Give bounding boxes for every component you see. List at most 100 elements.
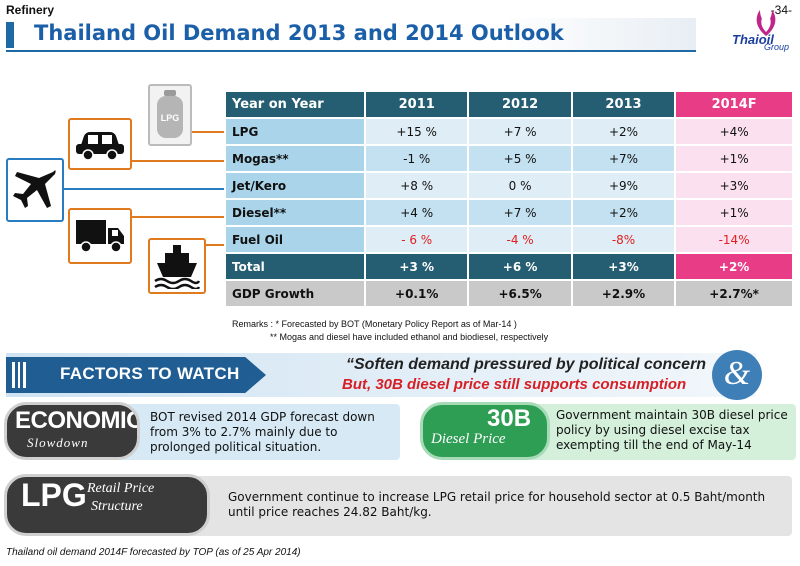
header-2011: 2011 bbox=[364, 92, 468, 117]
diesel-text: Government maintain 30B diesel price pol… bbox=[556, 408, 788, 452]
factors-stripes bbox=[12, 362, 27, 388]
economic-text: BOT revised 2014 GDP forecast down from … bbox=[150, 410, 375, 454]
connector-lpg bbox=[190, 131, 224, 133]
table-cell: +9% bbox=[570, 173, 675, 198]
row-label: LPG bbox=[224, 119, 364, 144]
table-cell: +1% bbox=[674, 200, 792, 225]
lpg-tank-label: LPG bbox=[161, 113, 180, 123]
logo-flame-icon bbox=[756, 10, 776, 36]
lpg-subtitle-2: Structure bbox=[91, 499, 143, 514]
table-row: LPG +15 % +7 % +2% +4% bbox=[224, 119, 792, 144]
airplane-icon bbox=[13, 170, 56, 208]
row-label: Diesel** bbox=[224, 200, 364, 225]
lpg-pill: LPG Retail Price Structure bbox=[4, 474, 210, 536]
logo-group-text: Group bbox=[764, 42, 790, 52]
table-cell: +0.1% bbox=[364, 281, 468, 306]
header-2014f: 2014F bbox=[674, 92, 792, 117]
table-cell: +3% bbox=[674, 173, 792, 198]
page-title: Thailand Oil Demand 2013 and 2014 Outloo… bbox=[34, 21, 564, 45]
table-cell: - 6 % bbox=[364, 227, 468, 252]
lpg-subtitle-1: Retail Price bbox=[87, 481, 155, 496]
remark-line-1: Remarks : * Forecasted by BOT (Monetary … bbox=[232, 319, 517, 329]
connector-fueloil bbox=[206, 244, 224, 246]
connector-jet bbox=[62, 188, 224, 190]
table-cell: +4% bbox=[674, 119, 792, 144]
table-cell: +3% bbox=[570, 254, 675, 279]
table-cell: -14% bbox=[674, 227, 792, 252]
header-2012: 2012 bbox=[467, 92, 571, 117]
table-cell: +8 % bbox=[364, 173, 468, 198]
table-cell: +7 % bbox=[467, 119, 571, 144]
title-accent-bar bbox=[6, 22, 14, 48]
table-cell: +6.5% bbox=[467, 281, 571, 306]
table-row: Diesel** +4 % +7 % +2% +1% bbox=[224, 200, 792, 225]
table-cell: +1% bbox=[674, 146, 792, 171]
car-icon bbox=[76, 132, 124, 161]
lpg-card-bg bbox=[186, 476, 792, 536]
table-cell: +2.7%* bbox=[674, 281, 792, 306]
table-row: Fuel Oil - 6 % -4 % -8% -14% bbox=[224, 227, 792, 252]
table-cell: +4 % bbox=[364, 200, 468, 225]
diesel-title: 30B bbox=[487, 405, 532, 432]
truck-box bbox=[68, 208, 132, 264]
lpg-text: Government continue to increase LPG reta… bbox=[228, 490, 766, 519]
table-cell: +5 % bbox=[467, 146, 571, 171]
ship-box bbox=[148, 238, 206, 294]
row-label: Total bbox=[224, 254, 364, 279]
logo-wordmark: Thaioil bbox=[732, 32, 774, 47]
car-box bbox=[68, 118, 132, 170]
row-label: Jet/Kero bbox=[224, 173, 364, 198]
connector-mogas bbox=[130, 160, 224, 162]
economic-subtitle: Slowdown bbox=[27, 435, 89, 450]
thaioil-logo: Thaioil Group bbox=[704, 8, 794, 52]
economic-title: ECONOMIC bbox=[15, 407, 140, 434]
oil-demand-table: Year on Year 2011 2012 2013 2014F LPG +1… bbox=[224, 90, 792, 308]
table-cell: 0 % bbox=[467, 173, 571, 198]
table-cell: +2% bbox=[674, 254, 792, 279]
table-row-gdp: GDP Growth +0.1% +6.5% +2.9% +2.7%* bbox=[224, 281, 792, 306]
table-cell: -4 % bbox=[467, 227, 571, 252]
row-label: Fuel Oil bbox=[224, 227, 364, 252]
header-year-on-year: Year on Year bbox=[224, 92, 364, 117]
table-cell: +6 % bbox=[467, 254, 571, 279]
truck-icon bbox=[76, 220, 124, 253]
row-label: Mogas** bbox=[224, 146, 364, 171]
lpg-tank-box: LPG bbox=[148, 84, 192, 146]
quote-line-1: “Soften demand pressured by political co… bbox=[346, 356, 707, 373]
quote-line-2: But, 30B diesel price still supports con… bbox=[342, 376, 687, 393]
table-cell: +2% bbox=[570, 119, 675, 144]
lpg-tank-icon: LPG bbox=[157, 90, 183, 138]
page-number: -34- bbox=[770, 3, 792, 17]
table-cell: +2.9% bbox=[570, 281, 675, 306]
ship-icon bbox=[154, 245, 201, 289]
diesel-pill: 30B Diesel Price bbox=[420, 402, 550, 460]
table-cell: +2% bbox=[570, 200, 675, 225]
header-2013: 2013 bbox=[570, 92, 675, 117]
table-row-total: Total +3 % +6 % +3% +2% bbox=[224, 254, 792, 279]
ampersand-badge: & bbox=[712, 350, 762, 400]
connector-diesel bbox=[130, 216, 224, 218]
economic-card-bg bbox=[120, 404, 400, 460]
remark-line-2: ** Mogas and diesel have included ethano… bbox=[270, 332, 549, 342]
table-header-row: Year on Year 2011 2012 2013 2014F bbox=[224, 92, 792, 117]
table-row: Mogas** -1 % +5 % +7% +1% bbox=[224, 146, 792, 171]
factors-label-arrow bbox=[6, 357, 266, 393]
table-cell: -8% bbox=[570, 227, 675, 252]
factors-title: FACTORS TO WATCH bbox=[60, 364, 240, 383]
table-cell: +3 % bbox=[364, 254, 468, 279]
title-banner: Thailand Oil Demand 2013 and 2014 Outloo… bbox=[6, 18, 696, 52]
lpg-title: LPG bbox=[21, 477, 87, 513]
table-cell: +7 % bbox=[467, 200, 571, 225]
plane-box bbox=[6, 158, 64, 222]
row-label: GDP Growth bbox=[224, 281, 364, 306]
remarks: Remarks : * Forecasted by BOT (Monetary … bbox=[232, 318, 548, 344]
table-cell: +15 % bbox=[364, 119, 468, 144]
diesel-card-bg bbox=[528, 404, 796, 460]
section-label: Refinery bbox=[6, 3, 55, 17]
diesel-subtitle: Diesel Price bbox=[431, 431, 506, 447]
table-cell: -1 % bbox=[364, 146, 468, 171]
table-row: Jet/Kero +8 % 0 % +9% +3% bbox=[224, 173, 792, 198]
footer-note: Thailand oil demand 2014F forecasted by … bbox=[6, 547, 301, 558]
economic-pill: ECONOMIC Slowdown bbox=[4, 402, 140, 460]
table-cell: +7% bbox=[570, 146, 675, 171]
